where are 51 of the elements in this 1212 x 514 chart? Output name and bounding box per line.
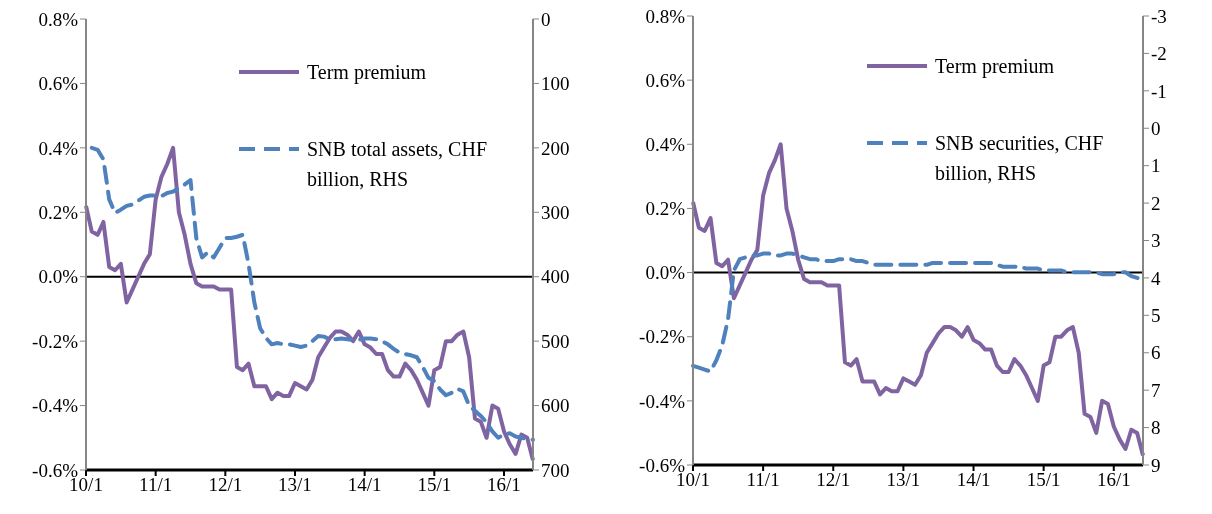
- y2-tick-label: 8: [1151, 417, 1161, 439]
- legend-label: Term premium: [307, 60, 428, 86]
- y2-tick-label: 4: [1151, 267, 1161, 289]
- x-tick-label: 12/1: [816, 469, 851, 491]
- y2-tick-label: 6: [1151, 342, 1161, 364]
- x-tick-label: 16/1: [487, 474, 521, 496]
- x-tick-label: 15/1: [417, 474, 452, 496]
- legend-label: SNB securities, CHF billion, RHS: [935, 131, 1105, 186]
- y2-tick-label: 9: [1151, 454, 1161, 476]
- y2-tick-label: 3: [1151, 230, 1161, 252]
- x-tick-label: 12/1: [208, 474, 243, 496]
- y-tick-label: -0.2%: [32, 330, 79, 352]
- y-tick-label: 0.8%: [38, 8, 79, 30]
- y2-tick-label: -2: [1151, 43, 1167, 65]
- y2-tick-label: 300: [541, 202, 570, 224]
- y2-tick-label: 400: [541, 266, 570, 288]
- y-tick-label: 0.2%: [645, 198, 686, 220]
- y-tick-label: 0.8%: [645, 5, 686, 27]
- x-tick-label: 16/1: [1096, 469, 1131, 491]
- y2-tick-label: 2: [1151, 192, 1161, 214]
- x-tick-label: 14/1: [956, 469, 991, 491]
- y2-tick-label: 600: [541, 395, 570, 417]
- y2-tick-label: 1: [1151, 155, 1161, 177]
- y2-tick-label: 7: [1151, 379, 1161, 401]
- y2-tick-label: -3: [1151, 5, 1167, 27]
- y-tick-label: 0.4%: [645, 134, 686, 156]
- y-tick-label: 0.6%: [645, 69, 686, 91]
- x-tick-label: 13/1: [886, 469, 921, 491]
- y2-tick-label: 500: [541, 330, 570, 352]
- y-tick-label: 0.0%: [645, 262, 686, 284]
- x-tick-label: 11/1: [139, 474, 173, 496]
- y-tick-label: -0.2%: [639, 326, 686, 348]
- y2-tick-label: 200: [541, 137, 570, 159]
- y2-tick-label: 700: [541, 459, 570, 481]
- x-tick-label: 11/1: [746, 469, 780, 491]
- y2-tick-label: 0: [541, 8, 551, 30]
- y2-tick-label: -1: [1151, 80, 1167, 102]
- y-tick-label: -0.4%: [639, 390, 686, 412]
- y-tick-label: 0.0%: [38, 266, 79, 288]
- x-tick-label: 15/1: [1026, 469, 1061, 491]
- x-tick-label: 14/1: [347, 474, 382, 496]
- y2-tick-label: 100: [541, 73, 570, 95]
- y-tick-label: 0.2%: [38, 202, 79, 224]
- y2-tick-label: 0: [1151, 117, 1161, 139]
- legend-label: Term premium: [935, 54, 1056, 80]
- y-tick-label: -0.4%: [32, 395, 79, 417]
- x-tick-label: 13/1: [278, 474, 312, 496]
- y-tick-label: 0.4%: [38, 137, 79, 159]
- legend-label: SNB total assets, CHF billion, RHS: [307, 137, 489, 192]
- y-tick-label: 0.6%: [38, 73, 79, 95]
- y2-tick-label: 5: [1151, 305, 1161, 327]
